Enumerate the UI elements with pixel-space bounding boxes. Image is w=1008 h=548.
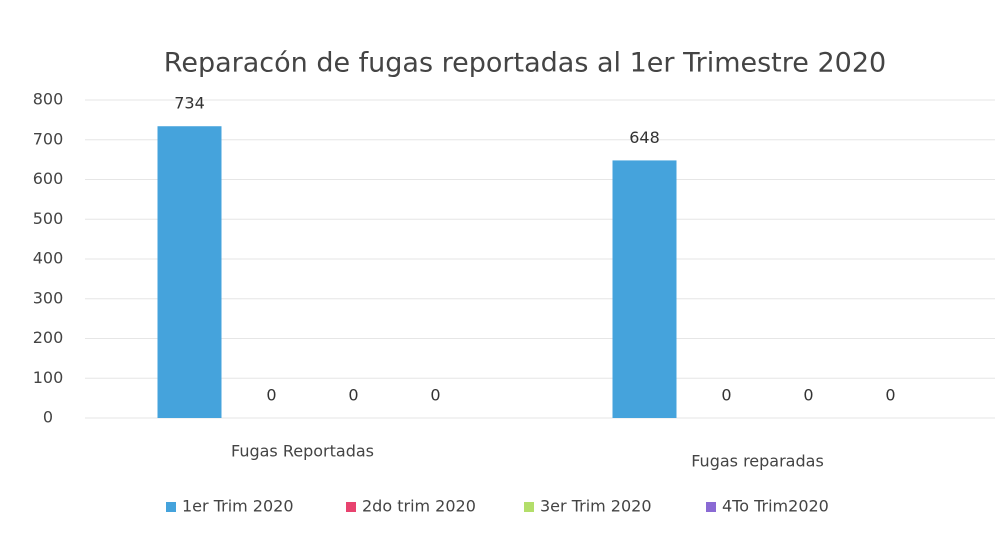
legend-swatch (346, 502, 356, 512)
data-label: 0 (885, 386, 895, 405)
legend-label: 3er Trim 2020 (540, 497, 652, 516)
y-tick-label: 0 (43, 408, 53, 427)
y-tick-label: 400 (33, 249, 64, 268)
data-label: 734 (174, 94, 205, 113)
legend-label: 4To Trim2020 (722, 497, 829, 516)
legend-swatch (524, 502, 534, 512)
legend-label: 2do trim 2020 (362, 497, 476, 516)
chart-title: Reparacón de fugas reportadas al 1er Tri… (164, 48, 886, 79)
bar (612, 160, 677, 419)
x-tick-label: Fugas reparadas (691, 452, 824, 471)
x-tick-label: Fugas Reportadas (231, 442, 374, 461)
legend-swatch (166, 502, 176, 512)
y-tick-label: 600 (33, 169, 64, 188)
bar (157, 126, 222, 419)
y-tick-label: 500 (33, 209, 64, 228)
y-tick-label: 800 (33, 90, 64, 109)
y-tick-label: 200 (33, 328, 64, 347)
data-label: 0 (348, 386, 358, 405)
data-label: 0 (803, 386, 813, 405)
data-label: 648 (629, 128, 660, 147)
y-tick-label: 700 (33, 129, 64, 148)
y-tick-label: 300 (33, 288, 64, 307)
legend-label: 1er Trim 2020 (182, 497, 294, 516)
data-label: 0 (430, 386, 440, 405)
data-label: 0 (266, 386, 276, 405)
legend-swatch (706, 502, 716, 512)
data-label: 0 (721, 386, 731, 405)
y-tick-label: 100 (33, 368, 64, 387)
